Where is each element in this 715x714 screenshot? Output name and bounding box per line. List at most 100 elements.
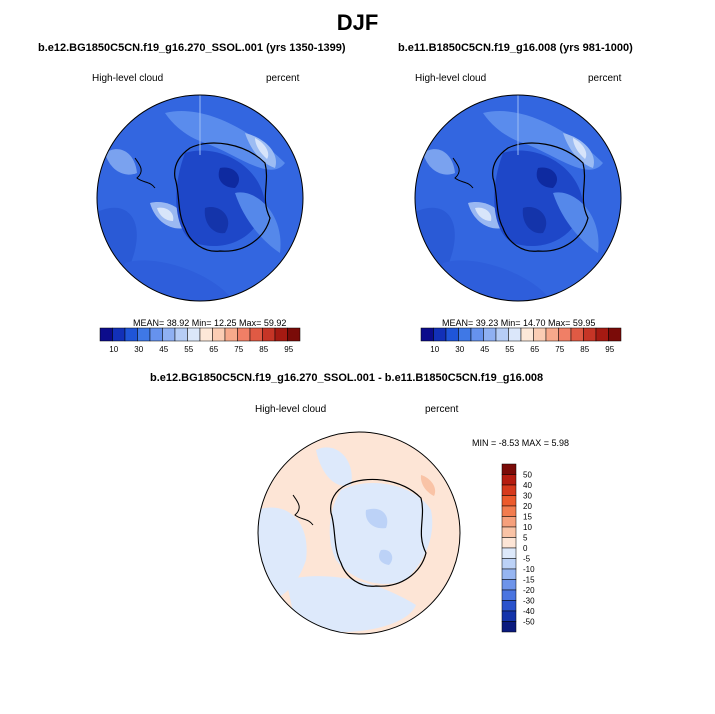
colorbar-1-swatch: [212, 327, 226, 342]
colorbar-2-swatch: [570, 327, 584, 342]
map-1-cloud-region: [218, 167, 240, 188]
map-1-cloud-region: [157, 207, 174, 221]
colorbar-1-swatch: [262, 327, 276, 342]
colorbar-3-tick-label: 50: [523, 471, 532, 480]
map-1-cloud-region: [255, 138, 269, 159]
colorbar-3-swatch: [501, 474, 517, 486]
colorbar-3-tick-label: -20: [523, 586, 535, 595]
colorbar-3-swatch: [501, 589, 517, 601]
colorbar-3-swatch: [501, 505, 517, 517]
map-1-cloud-region: [105, 149, 137, 175]
diff-region: [420, 475, 436, 496]
colorbar-2-tick-label: 75: [555, 345, 564, 354]
colorbar-3-swatch: [501, 526, 517, 538]
colorbar-1-swatch: [174, 327, 188, 342]
colorbar-1-swatch: [124, 327, 138, 342]
difference-title: b.e12.BG1850C5CN.f19_g16.270_SSOL.001 - …: [150, 372, 544, 384]
colorbar-2-tick-label: 95: [605, 345, 614, 354]
colorbar-1-tick-label: 55: [184, 345, 193, 354]
map-2-border: [414, 94, 622, 302]
colorbar-1-swatch: [149, 327, 163, 342]
colorbar-2-tick-label: 85: [580, 345, 589, 354]
colorbar-3-tick-label: -5: [523, 555, 531, 564]
map-1-border: [96, 94, 304, 302]
map-1-coastline: [134, 157, 156, 189]
colorbar-1-tick-label: 30: [134, 345, 143, 354]
map-1-cloud-region: [204, 207, 229, 234]
colorbar-2-swatch: [545, 327, 559, 342]
colorbar-3-tick-label: -15: [523, 576, 535, 585]
colorbar-panel-2: 10 30 45 55 65 75 85 95: [420, 327, 622, 354]
colorbar-3-tick-label: 5: [523, 534, 528, 543]
colorbar-2-swatch: [583, 327, 597, 342]
colorbar-1-swatch: [137, 327, 151, 342]
colorbar-1-swatch: [162, 327, 176, 342]
colorbar-1-swatch: [199, 327, 213, 342]
colorbar-2-swatch: [608, 327, 622, 342]
colorbar-2-swatch: [420, 327, 434, 342]
map-difference: [257, 431, 461, 635]
colorbar-3-swatch: [501, 516, 517, 528]
colorbar-1-swatch: [99, 327, 113, 342]
map-2-cloud-region: [536, 167, 558, 188]
colorbar-3-tick-label: 15: [523, 513, 532, 522]
colorbar-2-swatch: [520, 327, 534, 342]
colorbar-1-swatch: [249, 327, 263, 342]
colorbar-3-swatch: [501, 558, 517, 570]
colorbar-2-tick-label: 30: [455, 345, 464, 354]
colorbar-3-tick-label: -10: [523, 565, 535, 574]
colorbar-3-tick-label: 0: [523, 544, 528, 553]
colorbar-3-swatch: [501, 495, 517, 507]
page-title: DJF: [336, 10, 379, 35]
colorbar-1-swatch: [237, 327, 251, 342]
colorbar-1-swatch: [224, 327, 238, 342]
colorbar-3-swatch: [501, 547, 517, 559]
diff-region: [378, 549, 393, 565]
map-2-coastline: [492, 142, 589, 252]
map-panel-1: [96, 94, 304, 302]
diff-coastline: [330, 478, 427, 587]
colorbar-2-tick-label: 55: [505, 345, 514, 354]
map-1-coastline: [174, 142, 271, 252]
map-2-cloud-region: [573, 138, 587, 159]
colorbar-3-tick-label: 10: [523, 523, 532, 532]
colorbar-3-swatch: [501, 621, 517, 633]
colorbar-1-swatch: [287, 327, 301, 342]
diff-region: [316, 447, 352, 486]
difference-variable-label: High-level cloud: [255, 404, 327, 415]
colorbar-3-tick-label: 30: [523, 492, 532, 501]
colorbar-1-tick-label: 95: [284, 345, 293, 354]
colorbar-1-swatch: [112, 327, 126, 342]
map-2-cloud-region: [553, 192, 599, 253]
colorbar-2-swatch: [533, 327, 547, 342]
panel-1-variable-label: High-level cloud: [92, 73, 164, 84]
colorbar-3-swatch: [501, 463, 517, 475]
colorbar-1-tick-label: 10: [109, 345, 118, 354]
map-2-cloud-region: [415, 207, 455, 301]
colorbar-2-swatch: [445, 327, 459, 342]
colorbar-2-tick-label: 10: [430, 345, 439, 354]
colorbar-3-swatch: [501, 568, 517, 580]
colorbar-3-swatch: [501, 537, 517, 549]
map-2-cloud-region: [494, 150, 583, 247]
map-1-cloud-region: [176, 150, 265, 247]
panel-1-title: b.e12.BG1850C5CN.f19_g16.270_SSOL.001 (y…: [38, 42, 346, 54]
diff-region: [286, 576, 416, 633]
colorbar-2-tick-label: 45: [480, 345, 489, 354]
diff-coastline: [292, 494, 314, 526]
map-2-cloud-region: [522, 207, 547, 234]
difference-stats: MIN = -8.53 MAX = 5.98: [472, 438, 570, 448]
panel-2-stats: MEAN= 39.23 Min= 14.70 Max= 59.95: [442, 318, 596, 328]
colorbar-1-swatch: [187, 327, 201, 342]
colorbar-2-swatch: [495, 327, 509, 342]
panel-2-variable-label: High-level cloud: [415, 73, 487, 84]
diff-map-border: [257, 431, 461, 635]
colorbar-3-swatch: [501, 610, 517, 622]
colorbar-3-tick-label: 20: [523, 502, 532, 511]
map-panel-2: [414, 94, 622, 302]
colorbar-3-swatch: [501, 600, 517, 612]
map-1-cloud-region: [97, 207, 137, 301]
panel-1-units-label: percent: [266, 73, 300, 84]
colorbar-1-tick-label: 75: [234, 345, 243, 354]
